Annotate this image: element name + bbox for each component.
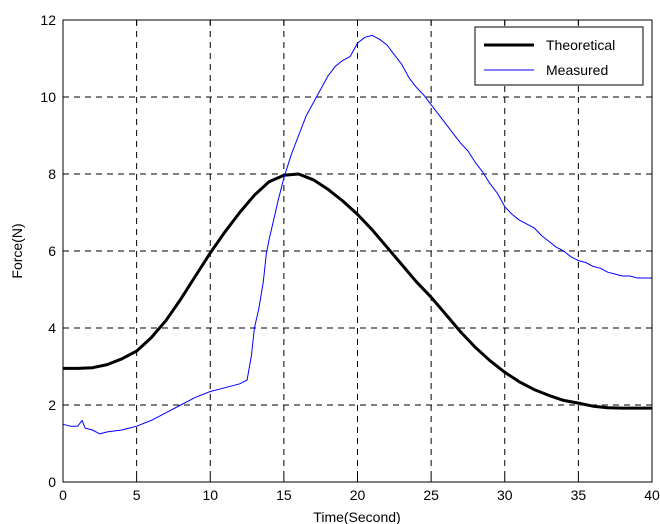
axis-ticks: 0 5 10 15 20 25 30 35 40 0 2 4 6 8 10 12 — [40, 12, 660, 503]
y-tick-label: 4 — [48, 320, 56, 336]
theoretical-series-line — [63, 172, 652, 410]
legend-box — [474, 26, 644, 86]
y-tick-label: 6 — [48, 243, 56, 259]
legend-label-measured: Measured — [546, 62, 608, 78]
measured-series-line — [62, 34, 652, 435]
x-axis-label: Time(Second) — [313, 509, 400, 524]
y-axis-label: Force(N) — [9, 223, 25, 278]
x-tick-label: 20 — [350, 487, 366, 503]
x-tick-label: 30 — [497, 487, 513, 503]
x-tick-label: 5 — [133, 487, 141, 503]
y-tick-label: 0 — [48, 474, 56, 490]
x-tick-label: 40 — [644, 487, 660, 503]
y-tick-label: 10 — [40, 89, 56, 105]
x-tick-label: 10 — [202, 487, 218, 503]
legend-label-theoretical: Theoretical — [546, 37, 615, 53]
y-tick-label: 12 — [40, 12, 56, 28]
series-lines — [62, 34, 652, 435]
x-tick-label: 25 — [423, 487, 439, 503]
x-tick-label: 15 — [276, 487, 292, 503]
y-tick-label: 8 — [48, 166, 56, 182]
x-tick-label: 0 — [59, 487, 67, 503]
y-tick-label: 2 — [48, 397, 56, 413]
x-tick-label: 35 — [571, 487, 587, 503]
legend: Theoretical Measured — [474, 26, 644, 86]
